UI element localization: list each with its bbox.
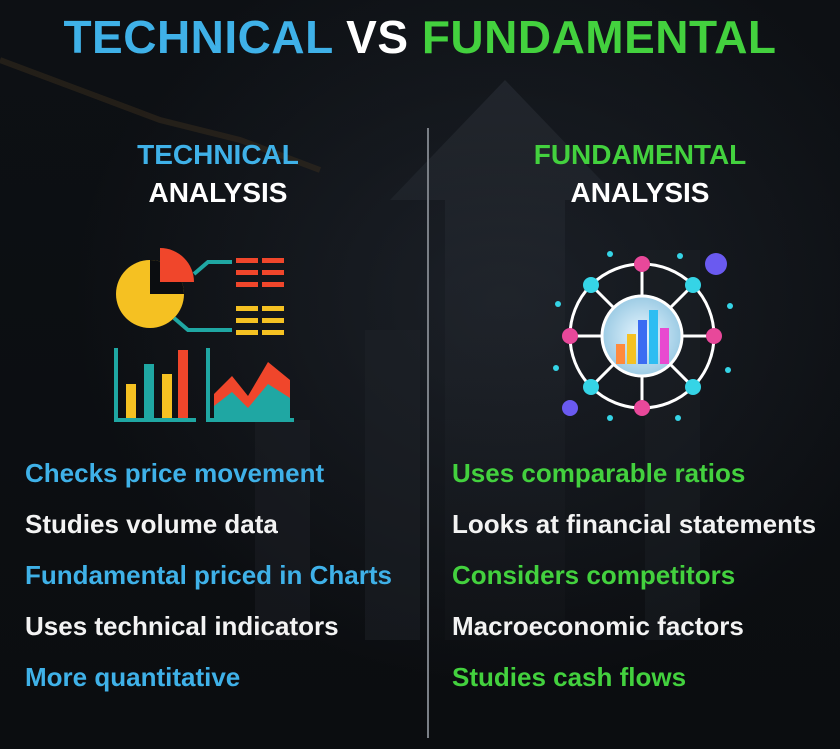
fundamental-item: Macroeconomic factors	[452, 611, 744, 641]
technical-item: Checks price movement	[25, 458, 325, 488]
fundamental-item: Considers competitors	[452, 560, 736, 590]
technical-heading: TECHNICAL ANALYSIS	[28, 136, 408, 212]
technical-heading-line2: ANALYSIS	[148, 177, 288, 208]
technical-item: Studies volume data	[25, 509, 278, 539]
technical-item: Uses technical indicators	[25, 611, 339, 641]
main-title: TECHNICAL VS FUNDAMENTAL	[0, 10, 840, 64]
fundamental-list: Uses comparable ratios Looks at financia…	[452, 455, 816, 710]
technical-list: Checks price movement Studies volume dat…	[25, 455, 392, 710]
fundamental-heading-line1: FUNDAMENTAL	[533, 139, 747, 170]
fundamental-heading: FUNDAMENTAL ANALYSIS	[450, 136, 830, 212]
fundamental-item: Studies cash flows	[452, 662, 687, 692]
technical-item: Fundamental priced in Charts	[25, 560, 392, 590]
fundamental-heading-line2: ANALYSIS	[570, 177, 710, 208]
technical-heading-line1: TECHNICAL	[137, 139, 299, 170]
charts-dashboard-icon	[108, 244, 308, 424]
column-divider	[427, 128, 429, 738]
title-fundamental: FUNDAMENTAL	[421, 11, 777, 63]
title-vs: VS	[346, 11, 409, 63]
fundamental-item: Uses comparable ratios	[452, 458, 746, 488]
fundamental-item: Looks at financial statements	[452, 509, 817, 539]
technical-item: More quantitative	[25, 662, 241, 692]
network-bar-chart-icon	[550, 248, 740, 424]
title-technical: TECHNICAL	[63, 11, 333, 63]
